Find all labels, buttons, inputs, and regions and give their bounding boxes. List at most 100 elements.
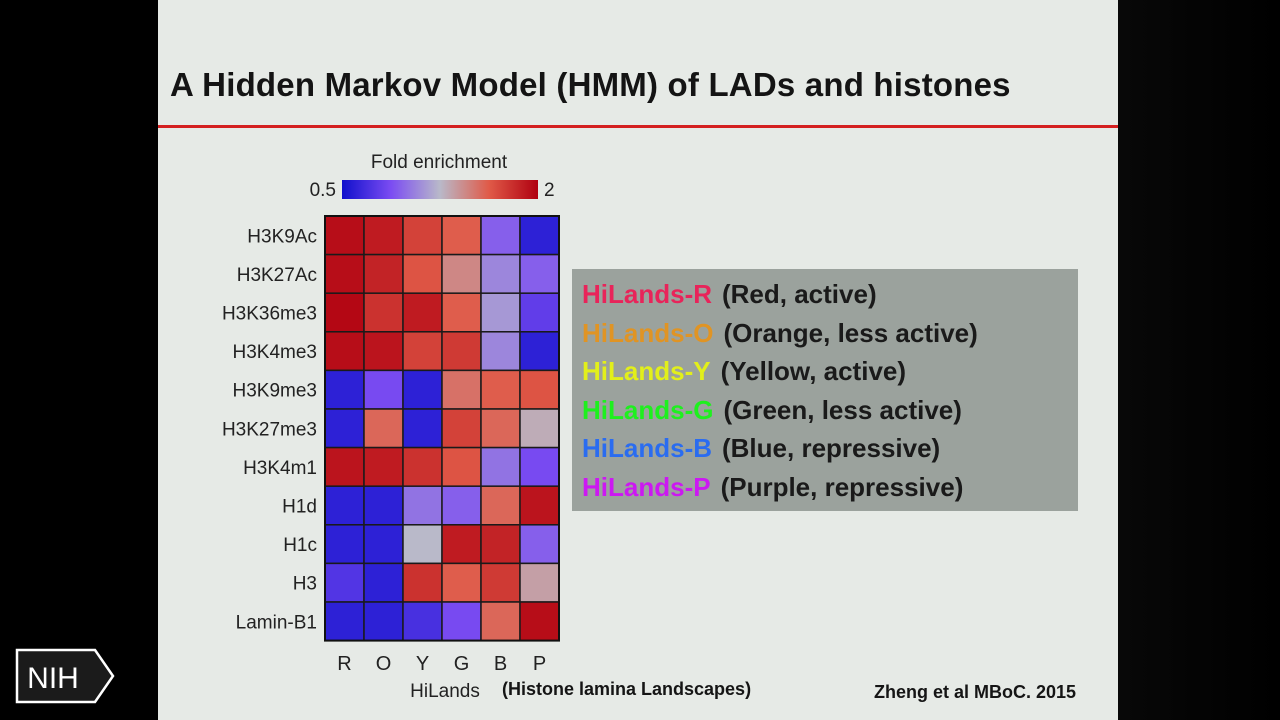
heatmap-cell — [519, 253, 560, 294]
state-legend-row: HiLands-Y (Yellow, active) — [582, 356, 906, 387]
heatmap-cell — [402, 331, 443, 372]
heatmap-cell — [324, 485, 365, 526]
heatmap-cell — [441, 485, 482, 526]
heatmap-cell — [363, 446, 404, 487]
heatmap-cell — [441, 369, 482, 410]
heatmap-cell — [324, 253, 365, 294]
heatmap-cell — [402, 408, 443, 449]
row-label: H3K36me3 — [222, 304, 317, 325]
heatmap-cell — [402, 215, 443, 256]
heatmap-cell — [519, 292, 560, 333]
state-name: HiLands-P — [582, 471, 711, 502]
heatmap-cell — [519, 408, 560, 449]
video-letterbox — [1118, 0, 1280, 720]
row-label: H3K27me3 — [222, 419, 317, 440]
heatmap-cell — [480, 292, 521, 333]
column-label: B — [494, 653, 507, 675]
row-label: H3 — [293, 574, 317, 595]
heatmap-cell — [363, 485, 404, 526]
state-legend: HiLands-R (Red, active) HiLands-O (Orange, … — [572, 269, 1078, 511]
heatmap-cell — [363, 524, 404, 565]
colorbar — [342, 180, 538, 199]
column-label: Y — [416, 653, 429, 675]
column-label: O — [376, 653, 392, 675]
heatmap-cell — [402, 292, 443, 333]
heatmap-cell — [363, 601, 404, 642]
heatmap-cell — [402, 601, 443, 642]
row-label: H3K4m1 — [243, 458, 317, 479]
heatmap-cell — [441, 408, 482, 449]
heatmap-cell — [363, 292, 404, 333]
heatmap-cell — [441, 601, 482, 642]
heatmap-cell — [324, 331, 365, 372]
row-label: H3K27Ac — [237, 265, 317, 286]
heatmap-cell — [363, 562, 404, 603]
heatmap-cell — [519, 331, 560, 372]
heatmap-cell — [441, 524, 482, 565]
heatmap-cell — [324, 524, 365, 565]
state-description: (Green, less active) — [723, 394, 962, 425]
heatmap-cell — [480, 524, 521, 565]
heatmap-cell — [480, 562, 521, 603]
heatmap-cell — [519, 562, 560, 603]
state-name: HiLands-R — [582, 279, 712, 309]
heatmap-cell — [324, 408, 365, 449]
heatmap-cell — [480, 215, 521, 256]
heatmap-cell — [480, 485, 521, 526]
heatmap-cell — [441, 253, 482, 294]
heatmap-cell — [402, 485, 443, 526]
x-axis-label: HiLands — [410, 681, 480, 702]
heatmap-cell — [480, 253, 521, 294]
state-name: HiLands-B — [582, 433, 712, 463]
heatmap-frame — [324, 215, 560, 642]
heatmap-cell — [402, 524, 443, 565]
heatmap-cell — [363, 408, 404, 449]
row-label: H3K4me3 — [233, 342, 318, 363]
heatmap-cell — [519, 446, 560, 487]
state-name: HiLands-O — [582, 317, 714, 348]
state-description: (Yellow, active) — [720, 356, 907, 386]
heatmap-cell — [480, 331, 521, 372]
state-description: (Purple, repressive) — [720, 471, 964, 502]
heatmap-cell — [480, 369, 521, 410]
heatmap-cell — [402, 253, 443, 294]
heatmap-cell — [324, 562, 365, 603]
citation: Zheng et al MBoC. 2015 — [874, 682, 1077, 702]
heatmap-cell — [441, 292, 482, 333]
heatmap-chart: Fold enrichment 0.5 2 H3K9Ac H3K27Ac H3K36… — [222, 152, 751, 702]
heatmap-cell — [441, 215, 482, 256]
heatmap-cell — [480, 601, 521, 642]
heatmap-cell — [324, 446, 365, 487]
state-legend-row: HiLands-O (Orange, less active) — [582, 318, 978, 349]
heatmap-cell — [480, 446, 521, 487]
heatmap-cell — [441, 331, 482, 372]
state-legend-row: HiLands-G (Green, less active) — [582, 395, 962, 426]
heatmap-cell — [519, 369, 560, 410]
state-description: (Orange, less active) — [723, 317, 978, 348]
state-legend-row: HiLands-P (Purple, repressive) — [582, 472, 963, 503]
column-label: R — [337, 653, 351, 675]
nih-logo: NIH — [15, 648, 115, 704]
heatmap-cell — [402, 369, 443, 410]
column-label: P — [533, 653, 546, 675]
state-name: HiLands-Y — [582, 356, 711, 386]
column-label: G — [454, 653, 470, 675]
heatmap-cell — [324, 369, 365, 410]
slide-title: A Hidden Markov Model (HMM) of LADs and … — [170, 66, 1011, 103]
x-axis-note: (Histone lamina Landscapes) — [502, 679, 751, 699]
heatmap-cell — [402, 562, 443, 603]
state-legend-row: HiLands-R (Red, active) — [582, 279, 877, 310]
heatmap-cell — [324, 292, 365, 333]
colorbar-label: Fold enrichment — [371, 152, 508, 173]
heatmap-cell — [324, 601, 365, 642]
heatmap-cell — [480, 408, 521, 449]
heatmap-cell — [402, 446, 443, 487]
heatmap-cell — [519, 485, 560, 526]
heatmap-cell — [363, 369, 404, 410]
row-label: H1c — [283, 535, 317, 556]
heatmap-cell — [441, 562, 482, 603]
heatmap-cell — [363, 331, 404, 372]
row-label: H3K9me3 — [233, 381, 318, 402]
nih-logo-text: NIH — [27, 662, 79, 695]
state-name: HiLands-G — [582, 394, 714, 425]
